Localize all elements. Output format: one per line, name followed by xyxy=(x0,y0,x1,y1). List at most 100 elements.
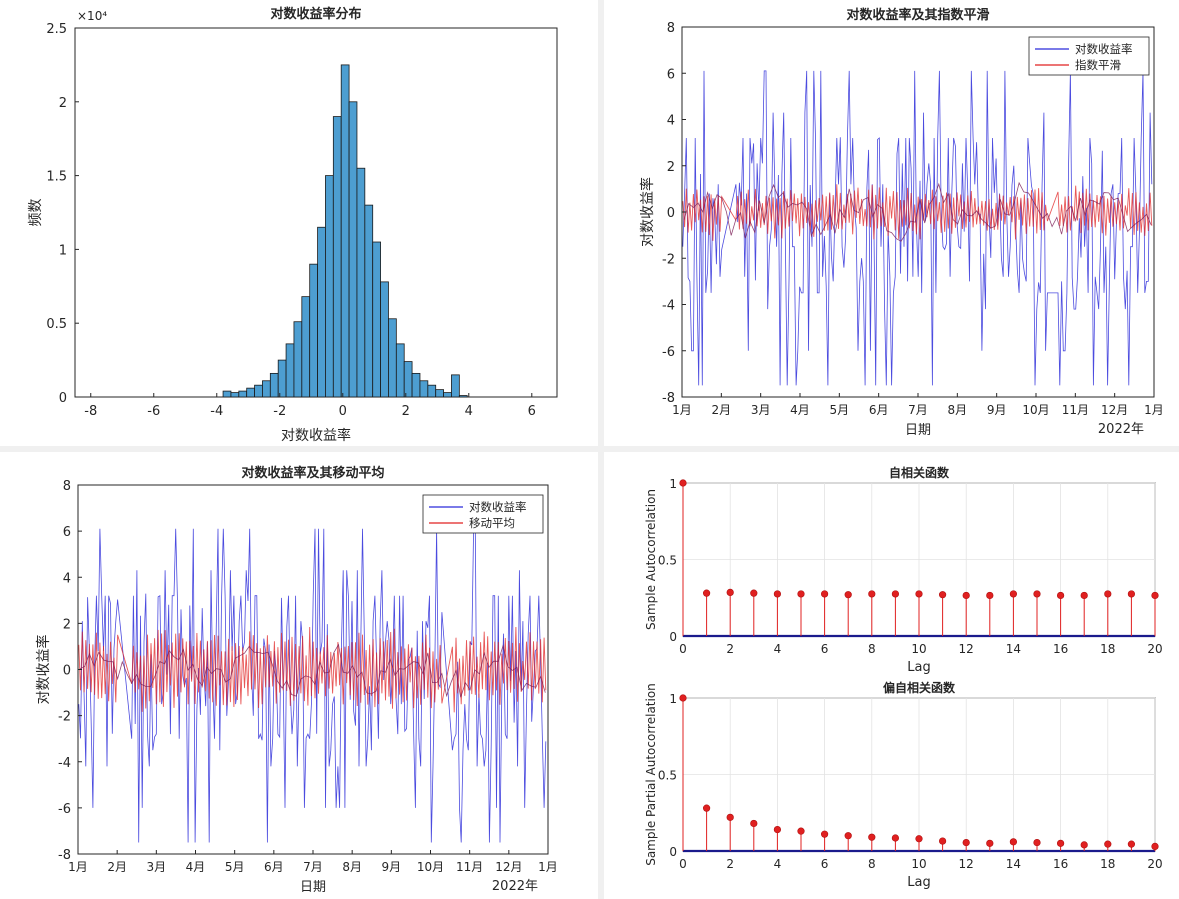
chart-title: 偏自相关函数 xyxy=(883,680,956,695)
x-tick-label: -8 xyxy=(84,404,97,419)
hist-bar xyxy=(262,380,271,398)
x-tick-label: 8月 xyxy=(342,860,362,874)
y-axis-label: 对数收益率 xyxy=(639,177,656,247)
x-tick-label: 6月 xyxy=(869,403,889,417)
hist-bar xyxy=(403,361,413,398)
hist-bar xyxy=(340,64,350,398)
exp-series-group xyxy=(682,70,1153,386)
hist-bar xyxy=(388,318,397,398)
stem-marker xyxy=(702,804,711,812)
x-tick-label: 2 xyxy=(726,857,734,871)
y-tick-label: -4 xyxy=(662,299,675,314)
stem-marker xyxy=(1033,838,1041,847)
x-tick-label: 4月 xyxy=(186,860,206,874)
hist-bar xyxy=(269,372,279,398)
x-tick-label: 9月 xyxy=(987,403,1007,417)
stem-marker xyxy=(891,590,900,598)
stem-marker xyxy=(844,832,852,840)
y-tick-label: 6 xyxy=(63,525,71,540)
stem-marker xyxy=(1057,591,1065,600)
stem-marker xyxy=(1127,590,1136,598)
x-tick-label: 0 xyxy=(679,857,687,871)
x-tick-label: 12月 xyxy=(1101,403,1128,417)
x-tick-label: 1月 xyxy=(538,860,558,874)
x-tick-label: 2月 xyxy=(107,860,127,874)
x-axis-label: 日期 xyxy=(300,880,326,895)
x-tick-label: 16 xyxy=(1053,857,1068,871)
x-tick-label: 14 xyxy=(1006,857,1021,871)
ma-series-group xyxy=(78,528,547,843)
x-tick-label: 14 xyxy=(1006,642,1021,656)
y-tick-label: 2 xyxy=(667,160,675,175)
year-label: 2022年 xyxy=(492,879,538,894)
x-tick-label: 5月 xyxy=(225,860,245,874)
x-tick-label: 2 xyxy=(402,404,410,419)
y-tick-label: 8 xyxy=(667,21,675,36)
y-exponent-label: ×10⁴ xyxy=(77,9,107,23)
x-tick-label: 8 xyxy=(868,857,876,871)
x-tick-label: 20 xyxy=(1147,642,1162,656)
stem-marker xyxy=(1033,590,1041,598)
stem-marker xyxy=(679,694,687,702)
stem-marker xyxy=(1127,840,1136,848)
stem-marker xyxy=(915,835,923,843)
stem-marker xyxy=(797,590,805,598)
x-tick-label: 4 xyxy=(774,857,782,871)
y-tick-label: 1 xyxy=(669,477,677,491)
x-tick-label: -2 xyxy=(273,404,286,419)
y-tick-label: 0 xyxy=(669,845,677,859)
histogram-panel: -8 -6 -4 -2 0 2 4 6 0 0.5 1 1.5 2 2.5 ×10⁴ 对数收益率分布 对数收益率… xyxy=(0,0,598,446)
y-tick-label: -4 xyxy=(58,756,71,771)
x-tick-label: 2月 xyxy=(712,403,732,417)
x-axis-label: 日期 xyxy=(905,423,931,438)
stem-marker xyxy=(1151,842,1159,851)
stem-marker xyxy=(986,591,994,600)
hist-bar xyxy=(301,296,311,398)
hist-bar xyxy=(411,372,421,398)
stem-marker xyxy=(773,825,781,834)
stem-marker xyxy=(1104,590,1112,598)
legend-label: 指数平滑 xyxy=(1075,58,1121,72)
hist-bar xyxy=(238,390,248,398)
x-tick-label: 1月 xyxy=(1144,403,1164,417)
x-tick-label: 12月 xyxy=(495,860,522,874)
correlation-panel: 0 2 4 6 8 10 12 14 16 18 20 0 0.5 1 自相关函数 Lag Sample Aut… xyxy=(604,452,1179,899)
legend-label: 对数收益率 xyxy=(1075,42,1133,56)
x-tick-label: 6月 xyxy=(264,860,284,874)
y-tick-label: 2.5 xyxy=(46,22,67,37)
x-tick-label: 3月 xyxy=(751,403,771,417)
y-tick-label: 2 xyxy=(63,617,71,632)
chart-title: 对数收益率分布 xyxy=(270,6,361,22)
hist-bar xyxy=(419,380,429,398)
x-tick-label: 6 xyxy=(821,857,829,871)
stem-marker xyxy=(750,819,758,828)
y-tick-label: 0 xyxy=(669,630,677,644)
chart-title: 自相关函数 xyxy=(889,465,950,480)
hist-bar xyxy=(325,175,334,398)
stem-marker xyxy=(986,839,994,847)
x-tick-label: 6 xyxy=(528,404,536,419)
log-return-series xyxy=(682,70,1153,386)
stem-marker xyxy=(702,589,711,597)
stem-marker xyxy=(844,591,852,599)
y-tick-label: -6 xyxy=(662,345,675,360)
hist-bar xyxy=(254,384,263,398)
chart-title: 对数收益率及其指数平滑 xyxy=(846,7,989,23)
stem-marker xyxy=(1009,838,1018,846)
stem-marker xyxy=(773,590,781,598)
hist-bar xyxy=(395,343,405,398)
stem-marker xyxy=(1104,840,1112,848)
x-tick-label: 12 xyxy=(959,642,974,656)
y-tick-label: 6 xyxy=(667,67,675,82)
y-tick-label: 0.5 xyxy=(658,769,677,783)
x-tick-label: 18 xyxy=(1100,642,1115,656)
legend-box xyxy=(422,494,544,534)
hist-bar xyxy=(230,392,240,398)
stem-marker xyxy=(915,590,923,598)
y-tick-label: 4 xyxy=(63,571,71,586)
hist-bar xyxy=(317,226,326,398)
x-tick-label: 6 xyxy=(821,642,829,656)
exp-plot-area xyxy=(681,26,1155,398)
stem-marker xyxy=(939,837,947,845)
legend-label: 对数收益率 xyxy=(469,500,527,514)
